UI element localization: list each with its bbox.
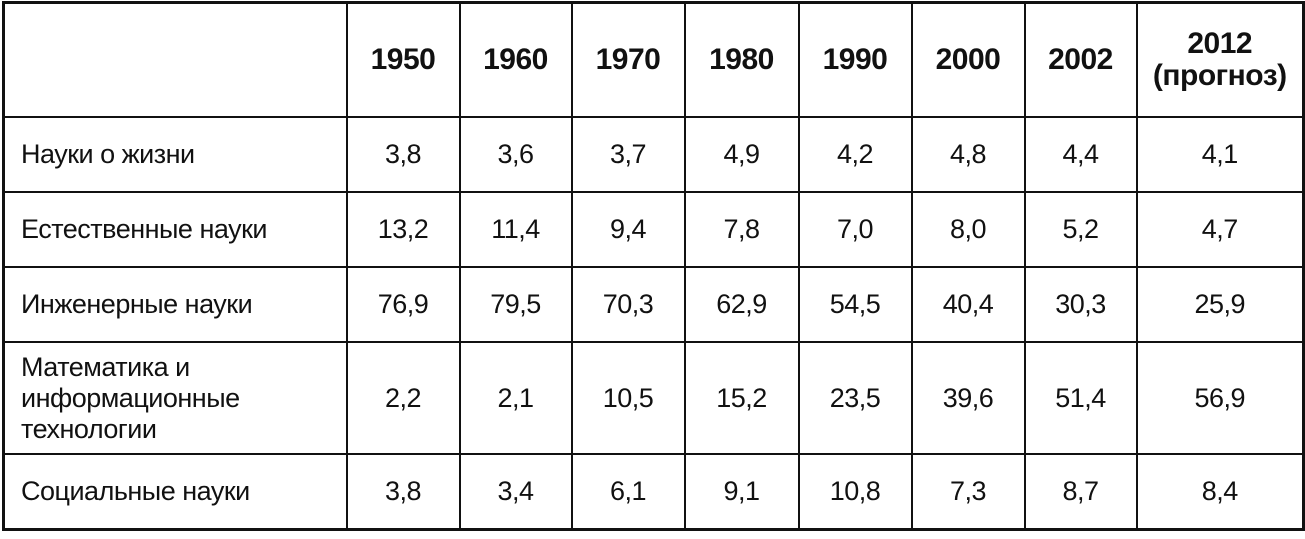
value-cell: 6,1: [570, 453, 686, 531]
value-cell: 3,8: [345, 453, 461, 531]
value-cell: 10,8: [797, 453, 913, 531]
corner-cell: [2, 1, 348, 118]
value-cell: 25,9: [1135, 266, 1305, 343]
value-cell: 39,6: [910, 341, 1026, 455]
value-cell: 3,8: [345, 116, 461, 193]
value-cell: 9,4: [570, 191, 686, 268]
column-header: 1960: [458, 1, 573, 118]
value-cell: 2,2: [345, 341, 461, 455]
value-cell: 7,0: [797, 191, 913, 268]
table-body: Науки о жизни 3,8 3,6 3,7 4,9 4,2 4,8 4,4 4,1 Ест…: [2, 116, 1305, 531]
value-cell: 8,0: [910, 191, 1026, 268]
value-cell: 76,9: [345, 266, 461, 343]
value-cell: 7,3: [910, 453, 1026, 531]
value-cell: 5,2: [1023, 191, 1138, 268]
value-cell: 62,9: [683, 266, 800, 343]
table-row: Науки о жизни 3,8 3,6 3,7 4,9 4,2 4,8 4,4 4,1: [2, 116, 1305, 193]
value-cell: 4,1: [1135, 116, 1305, 193]
value-cell: 51,4: [1023, 341, 1138, 455]
value-cell: 3,4: [458, 453, 573, 531]
column-header: 1990: [797, 1, 913, 118]
value-cell: 11,4: [458, 191, 573, 268]
value-cell: 3,7: [570, 116, 686, 193]
value-cell: 23,5: [797, 341, 913, 455]
value-cell: 13,2: [345, 191, 461, 268]
table-row: Математика и информационные технологии 2,…: [2, 341, 1305, 455]
table-row: Естественные науки 13,2 11,4 9,4 7,8 7,0 8,0 5,…: [2, 191, 1305, 268]
value-cell: 7,8: [683, 191, 800, 268]
value-cell: 8,7: [1023, 453, 1138, 531]
column-header: 1970: [570, 1, 686, 118]
value-cell: 10,5: [570, 341, 686, 455]
column-header: 2002: [1023, 1, 1138, 118]
row-label: Математика и информационные технологии: [2, 341, 348, 455]
value-cell: 8,4: [1135, 453, 1305, 531]
value-cell: 4,7: [1135, 191, 1305, 268]
column-header: 1980: [683, 1, 800, 118]
row-label: Социальные науки: [2, 453, 348, 531]
row-label: Естественные науки: [2, 191, 348, 268]
value-cell: 40,4: [910, 266, 1026, 343]
value-cell: 4,2: [797, 116, 913, 193]
value-cell: 9,1: [683, 453, 800, 531]
row-label: Инженерные науки: [2, 266, 348, 343]
value-cell: 4,8: [910, 116, 1026, 193]
value-cell: 4,9: [683, 116, 800, 193]
table-row: Инженерные науки 76,9 79,5 70,3 62,9 54,5 40,4…: [2, 266, 1305, 343]
value-cell: 79,5: [458, 266, 573, 343]
value-cell: 54,5: [797, 266, 913, 343]
value-cell: 15,2: [683, 341, 800, 455]
header-row: 1950 1960 1970 1980 1990 2000 2002 2012 (прогно…: [2, 1, 1305, 118]
column-header: 2012 (прогноз): [1135, 1, 1305, 118]
table-row: Социальные науки 3,8 3,4 6,1 9,1 10,8 7,3 8,7 8,…: [2, 453, 1305, 531]
value-cell: 56,9: [1135, 341, 1305, 455]
value-cell: 2,1: [458, 341, 573, 455]
value-cell: 4,4: [1023, 116, 1138, 193]
row-label: Науки о жизни: [2, 116, 348, 193]
value-cell: 3,6: [458, 116, 573, 193]
value-cell: 30,3: [1023, 266, 1138, 343]
column-header: 1950: [345, 1, 461, 118]
value-cell: 70,3: [570, 266, 686, 343]
column-header: 2000: [910, 1, 1026, 118]
